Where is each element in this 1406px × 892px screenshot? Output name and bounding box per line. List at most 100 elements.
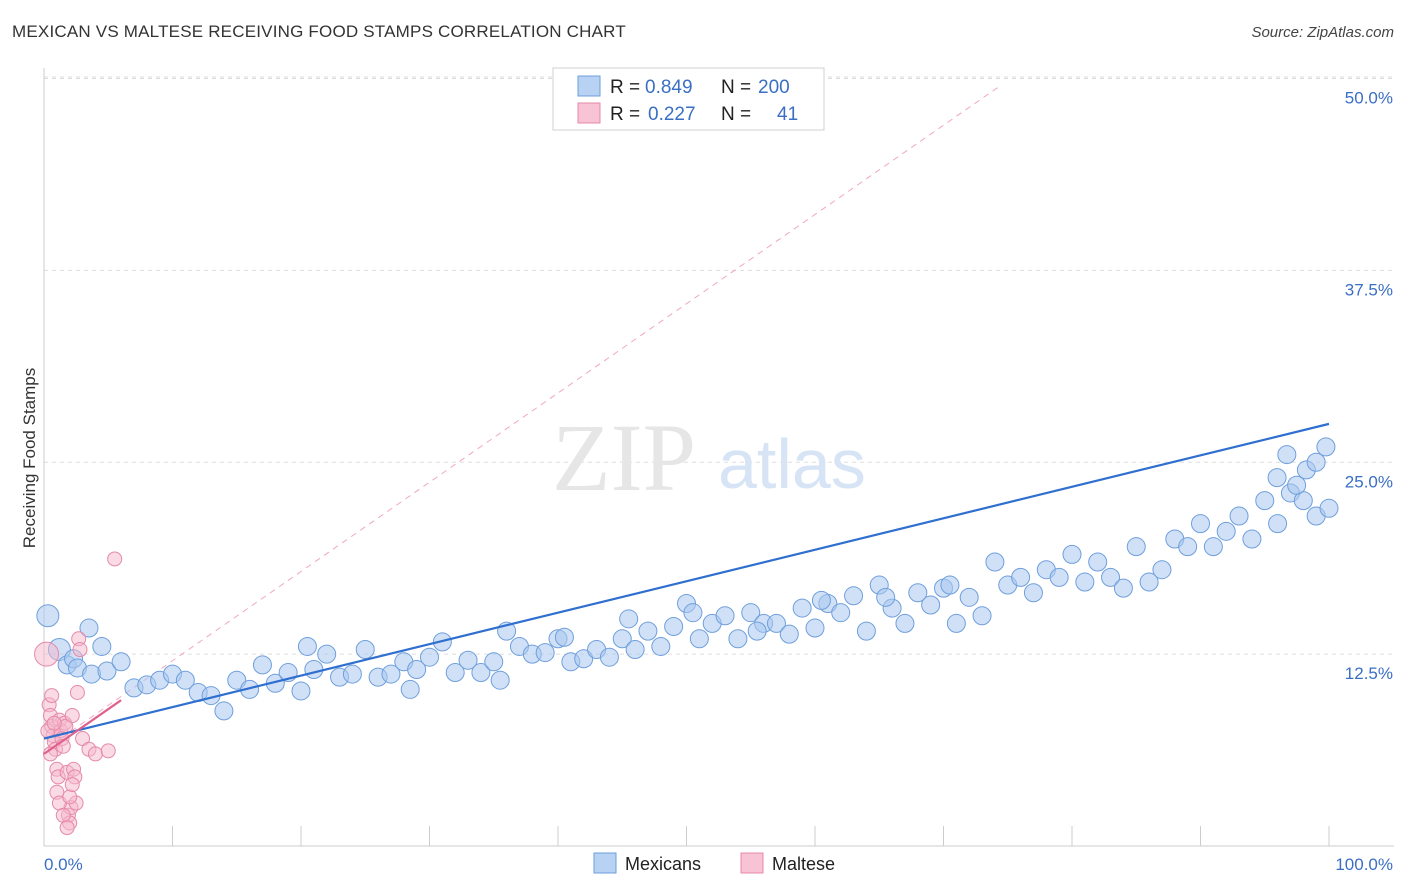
point-maltese-0 bbox=[34, 641, 60, 667]
point-maltese-29 bbox=[100, 743, 116, 759]
point-mexicans-63 bbox=[805, 618, 825, 638]
point-mexicans-25 bbox=[317, 644, 337, 664]
point-mexicans-115 bbox=[683, 603, 703, 623]
point-maltese-19 bbox=[64, 708, 80, 724]
point-mexicans-106 bbox=[1287, 475, 1307, 495]
bottom-legend-mexicans: Mexicans bbox=[625, 854, 701, 874]
legend-swatch-maltese bbox=[577, 102, 601, 124]
point-mexicans-54 bbox=[689, 629, 709, 649]
legend-n-value-1: 200 bbox=[758, 77, 790, 98]
point-mexicans-116 bbox=[747, 621, 767, 641]
point-mexicans-4 bbox=[79, 618, 99, 638]
point-mexicans-56 bbox=[715, 606, 735, 626]
trend-lines bbox=[43, 422, 1330, 755]
legend-r-label-1: R = bbox=[610, 77, 640, 98]
x-tick-label-start: 0.0% bbox=[44, 855, 83, 874]
point-maltese-38 bbox=[62, 789, 78, 805]
point-mexicans-89 bbox=[1139, 572, 1159, 592]
legend-r-label-2: R = bbox=[610, 104, 640, 125]
watermark-zip: ZIP bbox=[552, 404, 696, 511]
point-maltese-25 bbox=[72, 642, 88, 658]
point-mexicans-96 bbox=[1229, 506, 1249, 526]
y-tick-label-1: 25.0% bbox=[1345, 472, 1393, 491]
legend-n-label-1: N = bbox=[721, 77, 751, 98]
chart-source: Source: ZipAtlas.com bbox=[1251, 24, 1394, 41]
point-mexicans-23 bbox=[291, 681, 311, 701]
point-mexicans-58 bbox=[741, 603, 761, 623]
y-tick-label-3: 50.0% bbox=[1345, 89, 1393, 108]
y-tick-label-0: 12.5% bbox=[1345, 664, 1393, 683]
y-tick-label-2: 37.5% bbox=[1345, 280, 1393, 299]
point-mexicans-60 bbox=[766, 613, 786, 633]
point-mexicans-83 bbox=[1062, 544, 1082, 564]
y-axis-title: Receiving Food Stamps bbox=[20, 368, 39, 548]
point-mexicans-51 bbox=[651, 636, 671, 656]
point-mexicans-86 bbox=[1101, 567, 1121, 587]
legend-swatch-mexicans bbox=[577, 75, 601, 97]
point-mexicans-82 bbox=[1049, 567, 1069, 587]
point-mexicans-45 bbox=[574, 649, 594, 669]
point-maltese-28 bbox=[87, 746, 103, 762]
point-mexicans-8 bbox=[97, 661, 117, 681]
point-mexicans-95 bbox=[1216, 521, 1236, 541]
point-mexicans-70 bbox=[895, 613, 915, 633]
point-mexicans-117 bbox=[811, 590, 831, 610]
point-mexicans-93 bbox=[1191, 514, 1210, 534]
point-mexicans-94 bbox=[1203, 537, 1223, 557]
point-mexicans-33 bbox=[420, 647, 439, 667]
point-mexicans-71 bbox=[908, 583, 928, 603]
trend-line-mexicans bbox=[43, 422, 1330, 740]
point-mexicans-7 bbox=[82, 664, 102, 684]
point-mexicans-103 bbox=[1319, 498, 1339, 518]
point-mexicans-38 bbox=[484, 652, 504, 672]
reference-line bbox=[43, 85, 1001, 751]
legend-n-value-2: 41 bbox=[777, 104, 798, 125]
point-mexicans-0 bbox=[36, 604, 60, 628]
point-mexicans-110 bbox=[297, 636, 317, 656]
point-mexicans-42 bbox=[535, 643, 555, 663]
axes bbox=[43, 68, 1394, 847]
point-mexicans-105 bbox=[1277, 445, 1297, 465]
watermark: ZIP atlas bbox=[552, 404, 866, 511]
reference-diagonal bbox=[43, 85, 1001, 751]
point-mexicans-112 bbox=[490, 670, 510, 690]
point-maltese-39 bbox=[64, 777, 80, 793]
point-mexicans-74 bbox=[946, 613, 966, 633]
point-maltese-40 bbox=[44, 688, 60, 704]
point-mexicans-52 bbox=[664, 616, 684, 636]
tick-labels: 12.5% 25.0% 37.5% 50.0% 0.0% 100.0% bbox=[44, 89, 1393, 875]
point-mexicans-32 bbox=[407, 659, 427, 679]
legend-r-value-1: 0.849 bbox=[645, 77, 693, 98]
point-maltese-30 bbox=[107, 551, 123, 567]
point-mexicans-79 bbox=[1011, 567, 1031, 587]
point-mexicans-88 bbox=[1126, 537, 1146, 557]
point-mexicans-75 bbox=[959, 587, 979, 607]
point-mexicans-119 bbox=[940, 575, 960, 595]
point-mexicans-24 bbox=[304, 659, 324, 679]
point-mexicans-108 bbox=[1306, 452, 1326, 472]
point-mexicans-104 bbox=[1267, 468, 1287, 488]
legend-r-value-2: 0.227 bbox=[648, 104, 696, 125]
point-maltese-37 bbox=[59, 820, 75, 836]
point-mexicans-84 bbox=[1075, 572, 1095, 592]
point-mexicans-90 bbox=[1152, 560, 1172, 580]
point-mexicans-20 bbox=[252, 655, 272, 675]
bottom-legend-swatch-mexicans bbox=[593, 852, 617, 874]
point-mexicans-113 bbox=[554, 627, 574, 647]
point-maltese-33 bbox=[46, 715, 62, 731]
point-mexicans-35 bbox=[445, 663, 465, 683]
point-mexicans-17 bbox=[214, 701, 234, 721]
point-mexicans-92 bbox=[1178, 537, 1198, 557]
point-mexicans-28 bbox=[355, 640, 375, 660]
watermark-atlas: atlas bbox=[718, 425, 866, 503]
point-mexicans-50 bbox=[638, 621, 658, 641]
point-mexicans-76 bbox=[972, 606, 992, 626]
chart-title: MEXICAN VS MALTESE RECEIVING FOOD STAMPS… bbox=[12, 22, 626, 41]
point-maltese-32 bbox=[42, 746, 58, 762]
point-mexicans-27 bbox=[342, 664, 362, 684]
point-maltese-23 bbox=[69, 685, 85, 700]
point-mexicans-77 bbox=[985, 552, 1005, 572]
point-mexicans-30 bbox=[381, 664, 401, 684]
point-mexicans-48 bbox=[612, 629, 632, 649]
